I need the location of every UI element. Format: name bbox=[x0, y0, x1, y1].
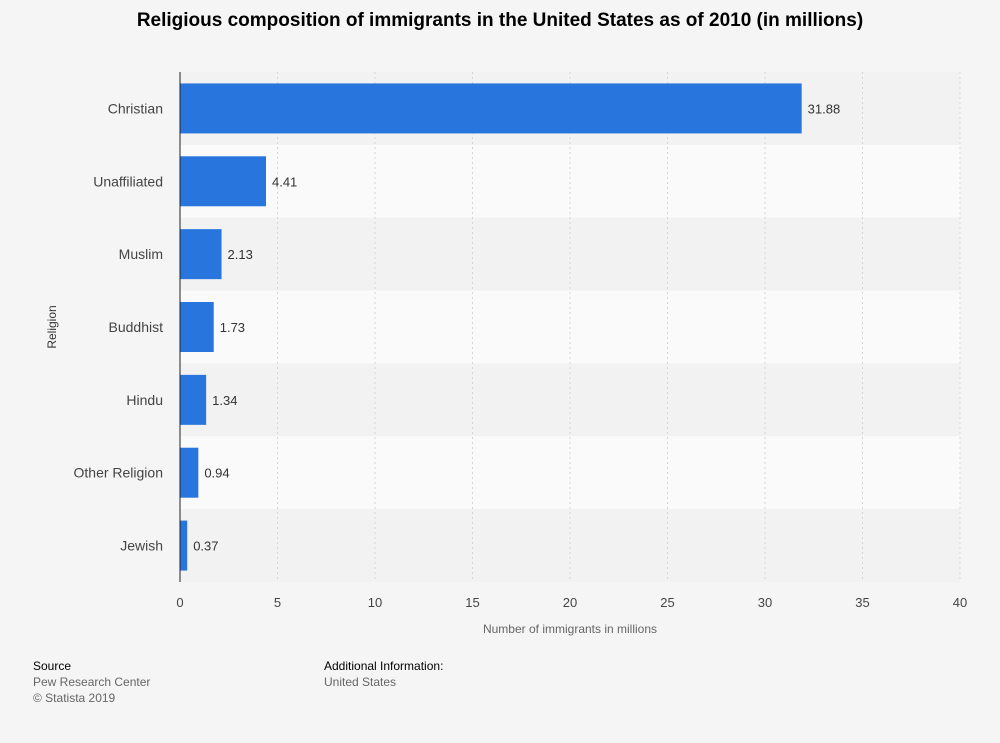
chart-title: Religious composition of immigrants in t… bbox=[136, 10, 864, 31]
bar bbox=[180, 229, 222, 280]
data-label: 0.37 bbox=[193, 539, 218, 554]
bar bbox=[180, 83, 802, 134]
source-name: Pew Research Center bbox=[33, 675, 151, 689]
bar bbox=[180, 520, 188, 571]
additional-info-region: United States bbox=[324, 675, 397, 689]
x-tick-label: 35 bbox=[855, 595, 869, 610]
x-tick-label: 15 bbox=[465, 595, 479, 610]
gridlines bbox=[277, 72, 961, 582]
bar-chart: 31.88 4.41 2.13 1.73 1.34 0.94 0.37 Christian U… bbox=[45, 72, 967, 636]
bars bbox=[180, 83, 802, 571]
x-tick-label: 30 bbox=[758, 595, 772, 610]
x-tick-labels: 0 5 10 15 20 25 30 35 40 bbox=[176, 595, 967, 610]
bar bbox=[180, 374, 207, 425]
category-label: Christian bbox=[108, 100, 163, 116]
x-tick-label: 40 bbox=[953, 595, 967, 610]
additional-info-heading: Additional Information: bbox=[324, 659, 444, 673]
additional-info-block: Additional Information: United States bbox=[324, 658, 443, 690]
category-label: Other Religion bbox=[74, 465, 164, 481]
bar bbox=[180, 156, 266, 207]
source-block: Source Pew Research Center © Statista 20… bbox=[33, 658, 150, 706]
data-label: 0.94 bbox=[204, 466, 229, 481]
category-labels: Christian Unaffiliated Muslim Buddhist Hindu… bbox=[74, 100, 164, 553]
row-band bbox=[180, 509, 960, 582]
data-label: 1.73 bbox=[220, 320, 245, 335]
x-tick-label: 25 bbox=[660, 595, 674, 610]
row-band bbox=[180, 363, 960, 437]
category-label: Muslim bbox=[119, 246, 163, 262]
category-label: Unaffiliated bbox=[93, 173, 163, 189]
data-label: 1.34 bbox=[212, 393, 237, 408]
data-label: 4.41 bbox=[272, 174, 297, 189]
x-axis-label: Number of immigrants in millions bbox=[483, 622, 657, 636]
bar bbox=[180, 447, 199, 498]
category-label: Buddhist bbox=[109, 319, 164, 335]
y-axis-label: Religion bbox=[45, 305, 59, 348]
x-tick-label: 10 bbox=[368, 595, 382, 610]
x-tick-label: 0 bbox=[176, 595, 183, 610]
copyright: © Statista 2019 bbox=[33, 691, 116, 705]
category-label: Hindu bbox=[126, 392, 163, 408]
x-tick-label: 20 bbox=[563, 595, 577, 610]
row-bands bbox=[180, 72, 960, 582]
x-tick-label: 5 bbox=[274, 595, 281, 610]
data-labels: 31.88 4.41 2.13 1.73 1.34 0.94 0.37 bbox=[193, 101, 840, 553]
source-heading: Source bbox=[33, 659, 72, 673]
data-label: 31.88 bbox=[808, 101, 841, 116]
category-label: Jewish bbox=[120, 538, 163, 554]
bar bbox=[180, 302, 214, 352]
data-label: 2.13 bbox=[228, 247, 253, 262]
